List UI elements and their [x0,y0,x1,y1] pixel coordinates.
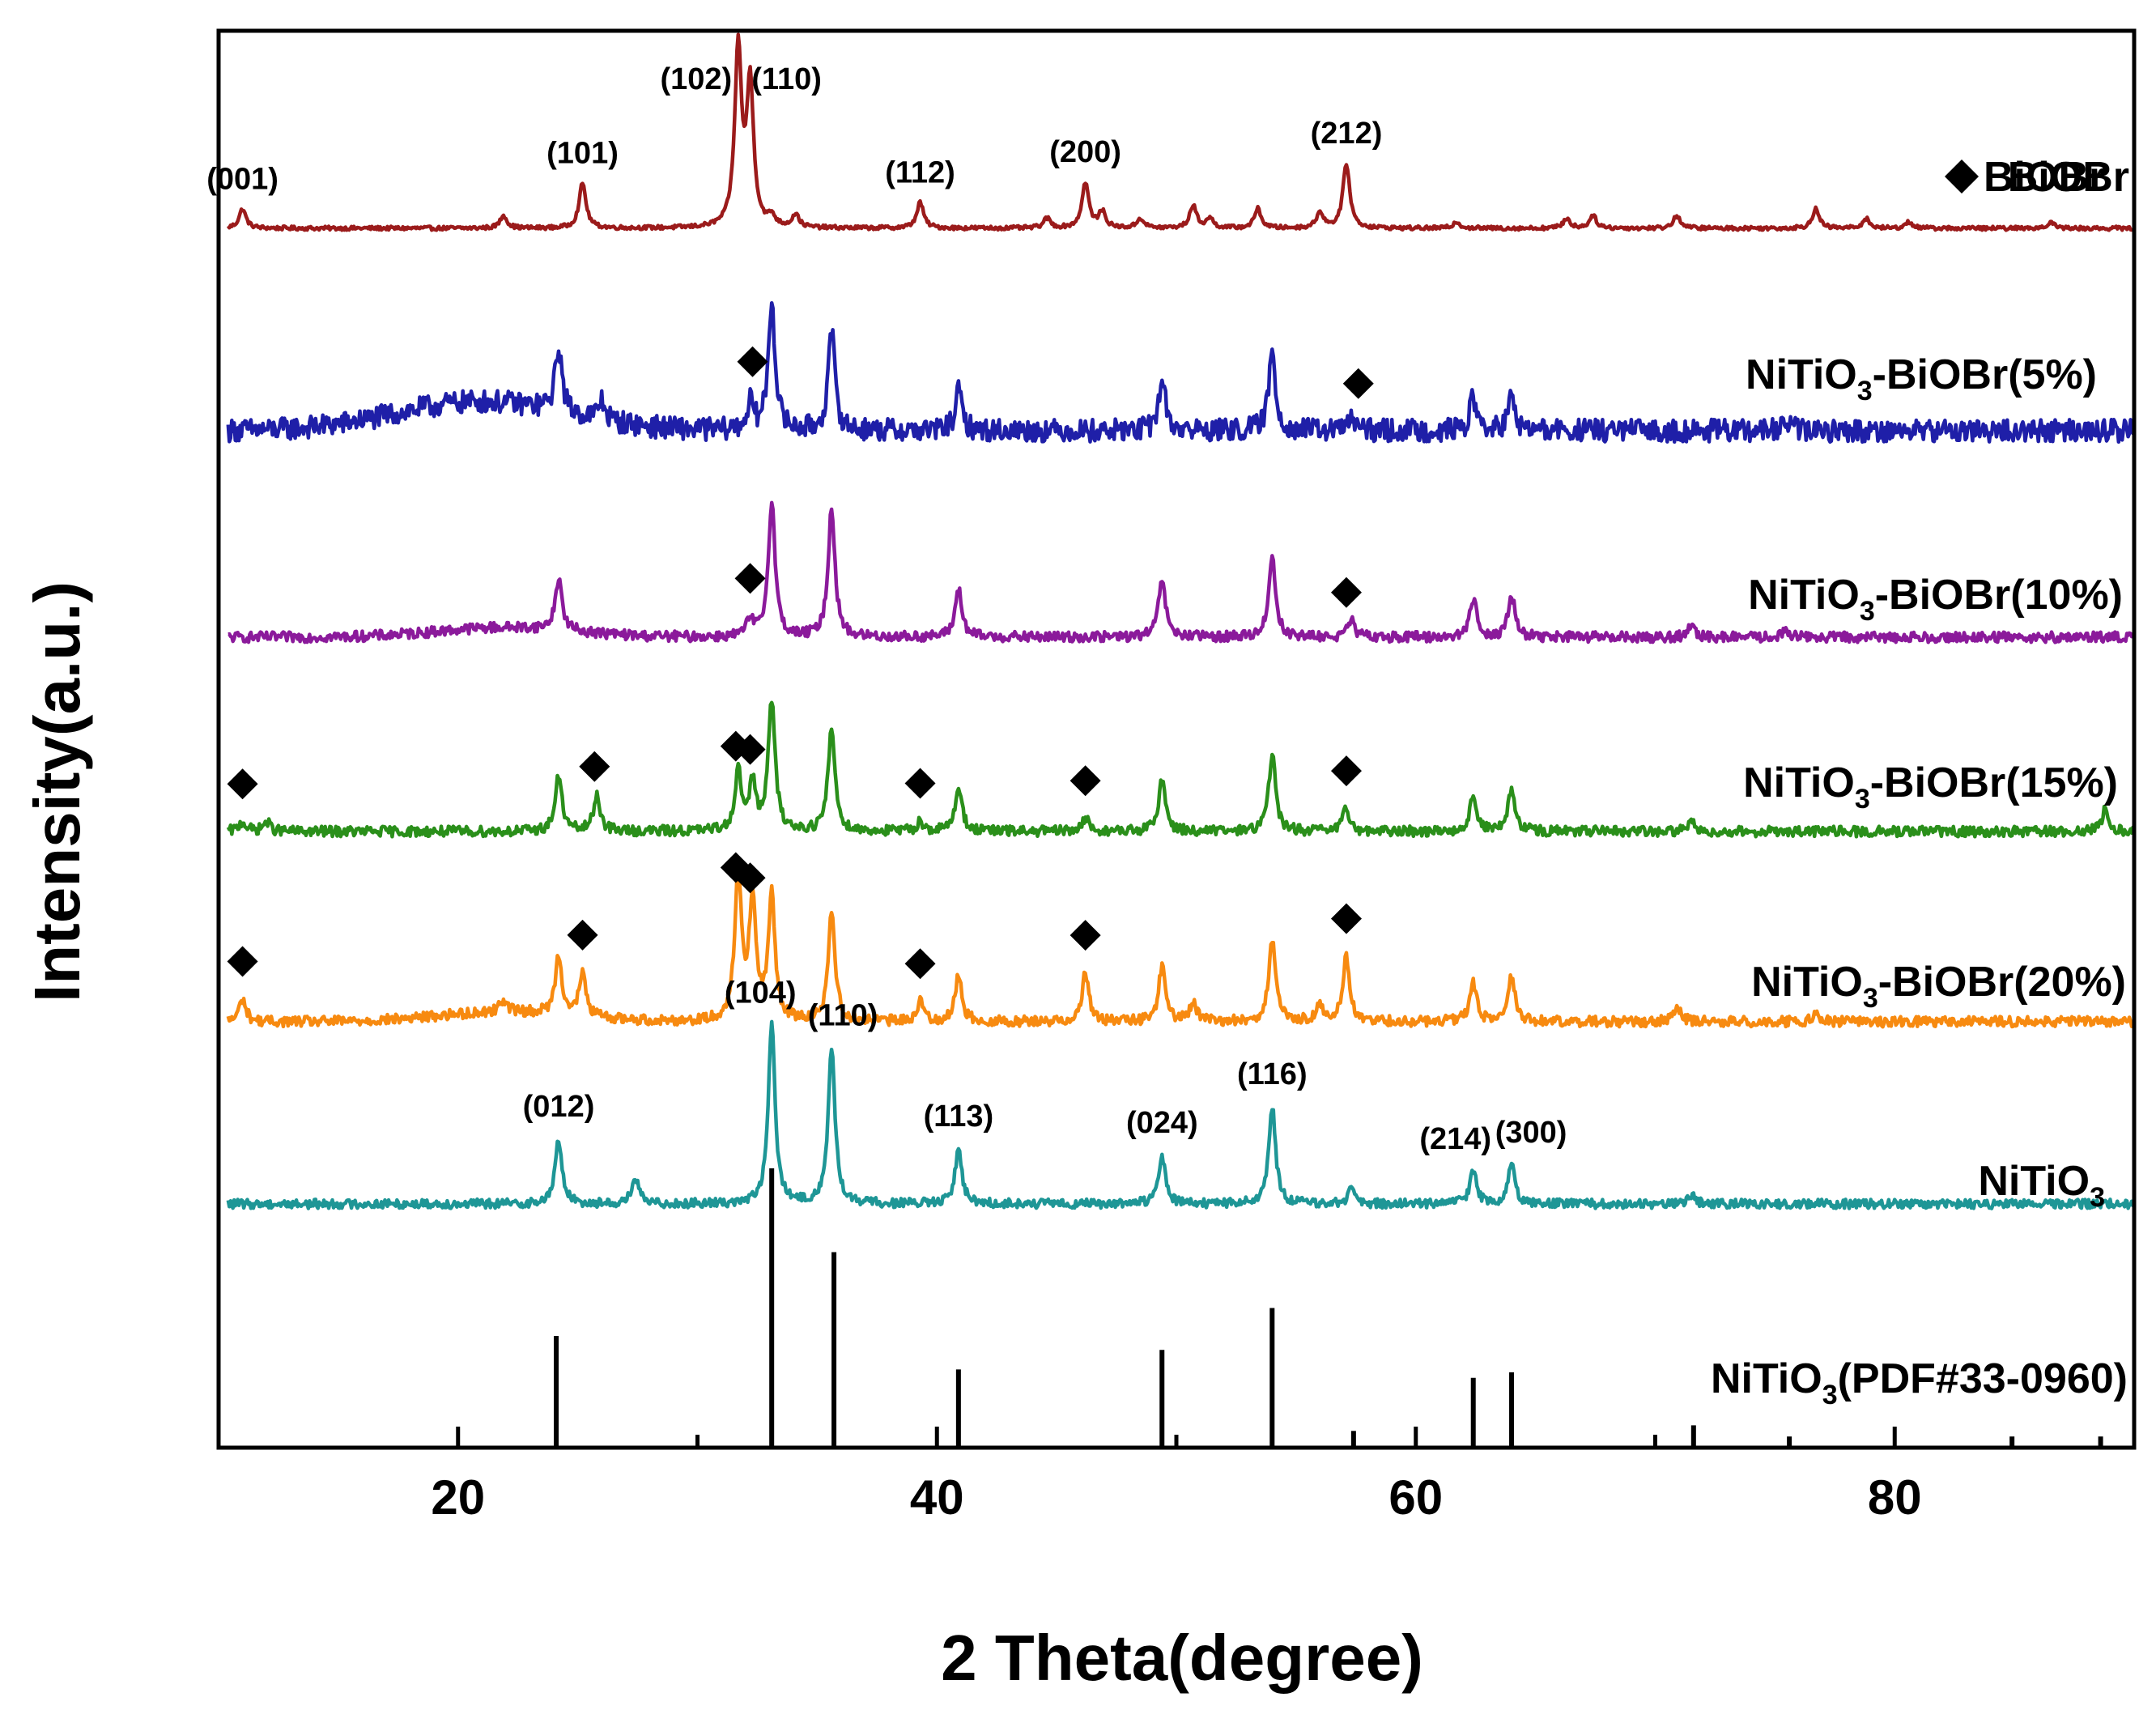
biobr-diamond-icon [734,862,766,894]
series-label-tail: -BiOBr(10%) [1875,572,2123,619]
biobr-diamond-icon [1342,368,1374,399]
x-tick-label: 20 [431,1470,485,1525]
series-label-nitio3-biobr-20: NiTiO3-BiOBr(20%) [1751,959,2126,1014]
biobr-diamond-icon [1330,755,1362,787]
series-label-tail: -BiOBr(15%) [1870,759,2118,806]
peak-label: (110) [808,998,878,1032]
series-line-nitio3-biobr-15 [226,700,2137,839]
reference-pattern: NiTiO3(PDF#33-0960) [554,1168,2128,1448]
series-line-nitio3 [226,1019,2137,1210]
series-label-main: NiTiO [1746,351,1857,398]
series-nitio3-biobr-15: NiTiO3-BiOBr(15%) [226,700,2137,839]
peak-label: (300) [1495,1116,1567,1150]
x-tick-label: 60 [1388,1470,1443,1525]
series-label-main: BiOBr [2008,154,2129,201]
biobr-diamond-icon [737,346,768,377]
biobr-diamond-icon [734,734,766,765]
reference-label-main: NiTiO [1711,1355,1822,1402]
biobr-diamond-icon [1069,765,1101,797]
series-label-sub: 3 [1860,596,1875,627]
series-label-sub: 3 [1855,784,1870,815]
peak-label: (101) [546,136,619,170]
reference-label: NiTiO3(PDF#33-0960) [1711,1355,2128,1410]
x-axis: 20 40 60 80 [431,1427,2137,1525]
series-label-nitio3-biobr-15: NiTiO3-BiOBr(15%) [1743,759,2118,815]
series-label-main: NiTiO [1751,959,1863,1006]
biobr-diamond-icon [734,563,766,594]
series-label-tail: -BiOBr(5%) [1873,351,2097,398]
peak-label: (214) [1419,1122,1491,1156]
legend-label: BiOBr [1984,154,2105,201]
series-label-main: NiTiO [1743,759,1855,806]
peak-label: (102) [660,62,732,96]
series-line-nitio3-biobr-5 [226,300,2137,445]
peak-label: (012) [523,1090,595,1124]
series-nitio3: NiTiO3(012)(104)(110)(113) (024)(116)(214… [226,976,2137,1213]
peak-label: (212) [1311,117,1383,151]
x-tick-label: 40 [910,1470,964,1525]
series-label-tail: -BiOBr(20%) [1878,959,2126,1006]
legend-diamond-icon [1945,160,1979,194]
series-label-nitio3-biobr-10: NiTiO3-BiOBr(10%) [1748,572,2123,627]
biobr-diamond-icon [567,919,598,951]
series-label-sub: 3 [1863,983,1878,1014]
peak-label: (112) [885,155,955,189]
series-label-biobr: BiOBr [2008,154,2129,201]
x-axis-title: 2 Theta(degree) [941,1622,1423,1694]
series-nitio3-biobr-20: NiTiO3-BiOBr(20%) [226,852,2135,1029]
legend: BiOBr [1945,154,2105,201]
series-nitio3-biobr-10: NiTiO3-BiOBr(10%) [228,500,2135,644]
biobr-diamond-icon [1330,576,1362,608]
x-tick-label: 80 [1868,1470,1922,1525]
peak-label: (024) [1126,1106,1198,1140]
series-line-nitio3-biobr-10 [228,500,2135,644]
series-label-sub: 3 [1857,376,1873,406]
peak-label: (200) [1049,135,1121,169]
biobr-diamond-icon [904,768,936,799]
biobr-diamond-icon [1069,920,1101,951]
biobr-diamond-icon [579,751,610,782]
biobr-diamond-icon [227,946,258,977]
reference-label-sub: 3 [1822,1380,1838,1410]
series-biobr: BiOBr(001)(101)(102) (110)(112)(200)(212) [206,32,2135,232]
peak-label: (110) [751,62,822,96]
series-label-main: NiTiO [1978,1158,2090,1205]
biobr-diamond-icon [1330,903,1362,934]
series-label-sub: 3 [2090,1182,2105,1213]
series-label-main: NiTiO [1748,572,1860,619]
biobr-diamond-icon [227,768,258,800]
peak-label: (104) [725,976,797,1010]
peak-label: (113) [924,1100,994,1134]
reference-label-tail: (PDF#33-0960) [1838,1355,2128,1402]
series-line-biobr [226,32,2135,232]
series-label-nitio3-biobr-5: NiTiO3-BiOBr(5%) [1746,351,2097,406]
series-line-nitio3-biobr-20 [226,865,2135,1029]
plot-area: BiOBr(001)(101)(102) (110)(112)(200)(212)… [206,32,2137,1448]
series-nitio3-biobr-5: NiTiO3-BiOBr(5%) [226,300,2137,445]
y-axis-title: Intensity(a.u.) [21,581,93,1002]
biobr-diamond-icon [904,948,936,980]
peak-label: (116) [1237,1057,1308,1091]
series-label-nitio3: NiTiO3 [1978,1158,2105,1213]
